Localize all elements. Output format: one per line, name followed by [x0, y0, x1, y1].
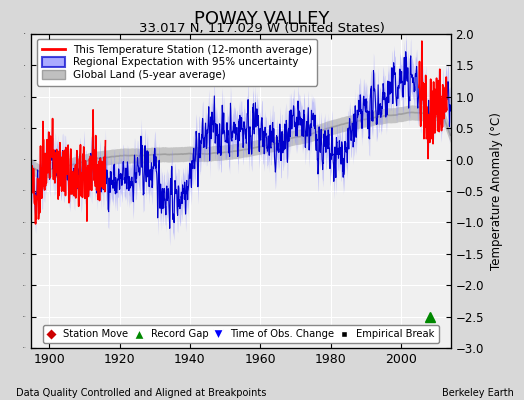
Text: 33.017 N, 117.029 W (United States): 33.017 N, 117.029 W (United States): [139, 22, 385, 35]
Text: Berkeley Earth: Berkeley Earth: [442, 388, 514, 398]
Y-axis label: Temperature Anomaly (°C): Temperature Anomaly (°C): [489, 112, 503, 270]
Text: POWAY VALLEY: POWAY VALLEY: [194, 10, 330, 28]
Legend: Station Move, Record Gap, Time of Obs. Change, Empirical Break: Station Move, Record Gap, Time of Obs. C…: [43, 325, 439, 343]
Text: Data Quality Controlled and Aligned at Breakpoints: Data Quality Controlled and Aligned at B…: [16, 388, 266, 398]
